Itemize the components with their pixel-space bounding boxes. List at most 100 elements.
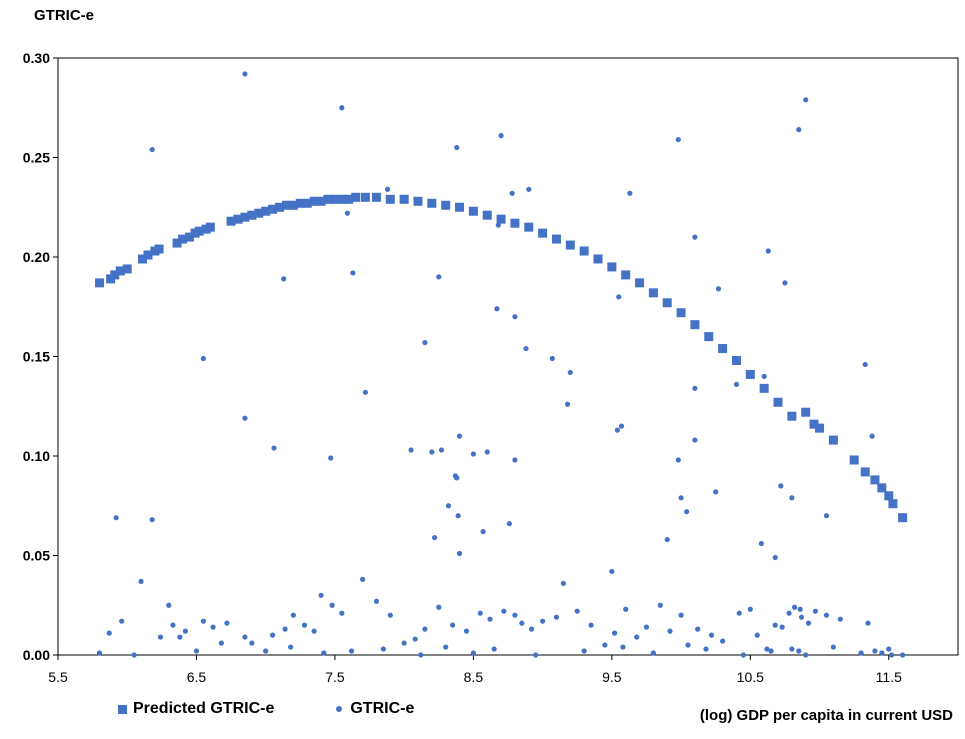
data-point-gtric-e — [733, 381, 740, 387]
data-point-gtric-e — [614, 427, 620, 433]
data-point-gtric-e — [463, 628, 470, 634]
data-point-gtric-e — [311, 628, 317, 634]
data-point-gtric-e — [512, 612, 518, 618]
data-point-gtric-e — [708, 632, 715, 638]
data-point-gtric-e — [772, 622, 778, 628]
data-point-gtric-e — [470, 451, 476, 457]
x-axis-ticks: 5.5 6.5 7.5 8.5 9.5 10.5 11.5 — [48, 655, 902, 685]
data-point-gtric-e — [657, 602, 663, 608]
data-point-gtric-e — [620, 644, 626, 650]
data-point-gtric-e — [553, 614, 560, 620]
data-point-gtric-e — [477, 610, 483, 616]
data-point-predicted — [538, 228, 548, 238]
data-point-gtric-e — [454, 144, 460, 151]
data-point-gtric-e — [720, 638, 726, 644]
data-point-predicted — [240, 212, 250, 222]
data-point-predicted — [773, 397, 783, 407]
data-point-gtric-e — [495, 222, 501, 228]
data-point-gtric-e — [618, 423, 625, 429]
data-point-gtric-e — [678, 495, 684, 501]
data-point-predicted — [254, 208, 264, 218]
data-point-predicted — [731, 355, 741, 365]
data-point-gtric-e — [200, 618, 206, 624]
x-tick-label: 5.5 — [48, 669, 68, 685]
data-point-gtric-e — [778, 483, 784, 489]
y-axis-ticks: 0.00 0.05 0.10 0.15 0.20 0.25 0.30 — [23, 50, 58, 663]
data-point-gtric-e — [533, 652, 539, 658]
data-point-predicted — [621, 270, 631, 280]
legend-label-gtric: GTRIC-e — [350, 700, 415, 717]
data-point-predicted — [288, 200, 298, 210]
data-point-predicted — [745, 369, 755, 379]
data-point-gtric-e — [182, 628, 188, 634]
data-point-gtric-e — [528, 626, 535, 632]
data-point-gtric-e — [282, 626, 288, 632]
data-point-gtric-e — [470, 650, 476, 656]
data-point-gtric-e — [765, 248, 771, 254]
data-point-gtric-e — [422, 626, 428, 632]
data-point-gtric-e — [900, 652, 906, 658]
data-point-gtric-e — [339, 610, 345, 616]
data-point-gtric-e — [242, 71, 248, 77]
data-point-gtric-e — [740, 652, 746, 658]
data-point-gtric-e — [318, 592, 324, 598]
series-predicted-gtric-e — [95, 192, 908, 523]
data-point-predicted — [898, 513, 908, 523]
data-point-gtric-e — [344, 210, 350, 216]
data-point-gtric-e — [886, 646, 892, 652]
y-tick-label: 0.15 — [23, 349, 50, 365]
data-point-gtric-e — [803, 652, 809, 658]
data-point-predicted — [309, 196, 319, 206]
data-point-gtric-e — [798, 614, 805, 620]
data-point-gtric-e — [412, 636, 418, 642]
legend-label-predicted: Predicted GTRIC-e — [133, 700, 275, 717]
data-point-gtric-e — [567, 369, 573, 376]
data-point-gtric-e — [96, 650, 103, 656]
data-point-gtric-e — [526, 186, 532, 192]
data-point-gtric-e — [432, 534, 438, 541]
data-point-gtric-e — [823, 612, 830, 618]
y-tick-label: 0.00 — [23, 647, 50, 663]
data-point-predicted — [593, 254, 603, 264]
data-point-gtric-e — [772, 554, 778, 561]
data-point-gtric-e — [858, 650, 864, 656]
data-point-gtric-e — [684, 509, 690, 515]
data-point-predicted — [95, 278, 105, 288]
data-point-predicted — [385, 194, 395, 204]
data-point-predicted — [247, 210, 257, 220]
data-point-gtric-e — [509, 190, 515, 196]
data-point-gtric-e — [242, 634, 248, 640]
data-point-gtric-e — [695, 626, 701, 632]
data-point-predicted — [662, 298, 672, 308]
data-point-gtric-e — [869, 433, 875, 439]
data-point-gtric-e — [436, 604, 442, 610]
data-point-predicted — [110, 270, 120, 280]
data-point-predicted — [607, 262, 617, 272]
legend-item-predicted: Predicted GTRIC-e — [118, 700, 274, 718]
data-point-predicted — [122, 264, 132, 274]
data-point-predicted — [809, 419, 819, 429]
legend-item-gtric: GTRIC-e — [336, 700, 414, 718]
data-point-predicted — [205, 222, 215, 232]
data-point-gtric-e — [736, 610, 742, 616]
data-point-predicted — [316, 196, 326, 206]
data-point-gtric-e — [418, 652, 424, 658]
data-point-gtric-e — [321, 650, 327, 656]
x-tick-label: 8.5 — [464, 669, 484, 685]
data-point-predicted — [281, 200, 291, 210]
data-point-gtric-e — [157, 634, 164, 640]
data-point-gtric-e — [131, 652, 137, 658]
y-axis-label: GTRIC-e — [34, 7, 94, 24]
y-tick-label: 0.05 — [23, 548, 50, 564]
legend-dot-marker — [336, 706, 343, 712]
data-point-gtric-e — [339, 105, 345, 111]
data-point-gtric-e — [138, 578, 144, 584]
data-point-predicted — [154, 244, 164, 254]
data-point-gtric-e — [484, 449, 490, 455]
data-point-predicted — [295, 198, 305, 208]
data-point-predicted — [510, 218, 520, 228]
data-point-gtric-e — [408, 447, 414, 453]
data-point-gtric-e — [270, 632, 276, 638]
y-tick-label: 0.10 — [23, 448, 50, 464]
data-point-gtric-e — [301, 622, 308, 628]
